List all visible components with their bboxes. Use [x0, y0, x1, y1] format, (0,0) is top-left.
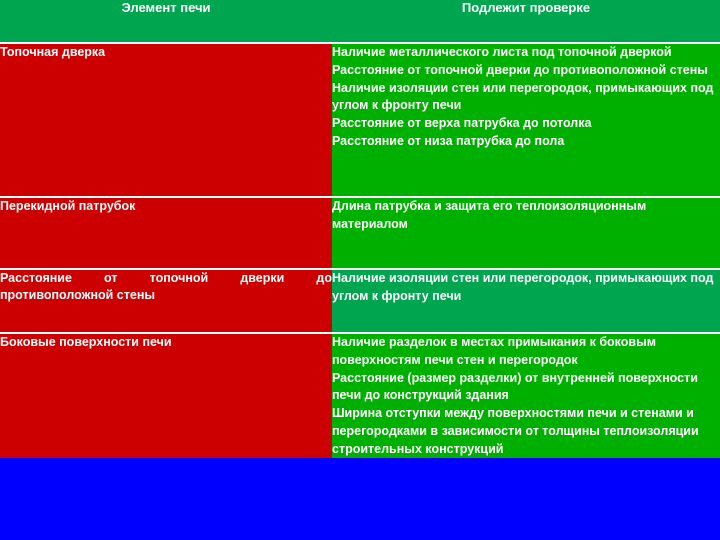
header-cell-element: Элемент печи [0, 0, 332, 42]
table-row: Топочная дверка Наличие металлического л… [0, 44, 720, 196]
separator-line [0, 268, 720, 270]
row-separator [0, 196, 720, 198]
table-row: Расстояние от топочной дверки до противо… [0, 270, 720, 332]
row-checks-cell: Наличие изоляции стен или перегородок, п… [332, 270, 720, 332]
check-item: Ширина отступки между поверхностями печи… [332, 406, 699, 456]
check-item: Расстояние (размер разделки) от внутренн… [332, 370, 698, 403]
row-separator [0, 268, 720, 270]
row-element-label: Боковые поверхности печи [0, 335, 172, 349]
check-item: Наличие разделок в местах примыкания к б… [332, 335, 657, 367]
separator-line [0, 332, 720, 334]
row-element-label: Топочная дверка [0, 45, 106, 59]
table-header-row: Элемент печи Подлежит проверке [0, 0, 720, 42]
row-checks-cell: Наличие разделок в местах примыкания к б… [332, 334, 720, 459]
check-item: Расстояние от низа патрубка до пола [332, 133, 565, 148]
header-separator [0, 42, 720, 44]
row-element-label: Расстояние от топочной дверки до противо… [0, 271, 332, 303]
row-element-cell: Перекидной патрубок [0, 198, 332, 268]
separator-line [0, 42, 720, 44]
check-item: Наличие металлического листа под топочно… [332, 45, 672, 59]
header-label-element: Элемент печи [121, 0, 211, 15]
inspection-table: Элемент печи Подлежит проверке Топочная … [0, 0, 720, 459]
check-item: Расстояние от топочной дверки до противо… [332, 62, 708, 77]
check-item: Наличие изоляции стен или перегородок, п… [332, 271, 714, 303]
row-element-cell: Боковые поверхности печи [0, 334, 332, 459]
table-row: Перекидной патрубок Длина патрубка и защ… [0, 198, 720, 268]
check-item: Расстояние от верха патрубка до потолка [332, 116, 592, 130]
row-element-cell: Расстояние от топочной дверки до противо… [0, 270, 332, 332]
row-element-label: Перекидной патрубок [0, 199, 136, 213]
table-row: Боковые поверхности печи Наличие раздело… [0, 334, 720, 459]
check-item: Длина патрубка и защита его теплоизоляци… [332, 199, 647, 231]
header-label-checks: Подлежит проверке [461, 0, 591, 15]
row-element-cell: Топочная дверка [0, 44, 332, 196]
row-checks-cell: Наличие металлического листа под топочно… [332, 44, 720, 196]
header-cell-checks: Подлежит проверке [332, 0, 720, 42]
row-checks-cell: Длина патрубка и защита его теплоизоляци… [332, 198, 720, 268]
row-separator [0, 332, 720, 334]
check-item: Наличие изоляции стен или перегородок, п… [332, 80, 714, 113]
separator-line [0, 196, 720, 198]
